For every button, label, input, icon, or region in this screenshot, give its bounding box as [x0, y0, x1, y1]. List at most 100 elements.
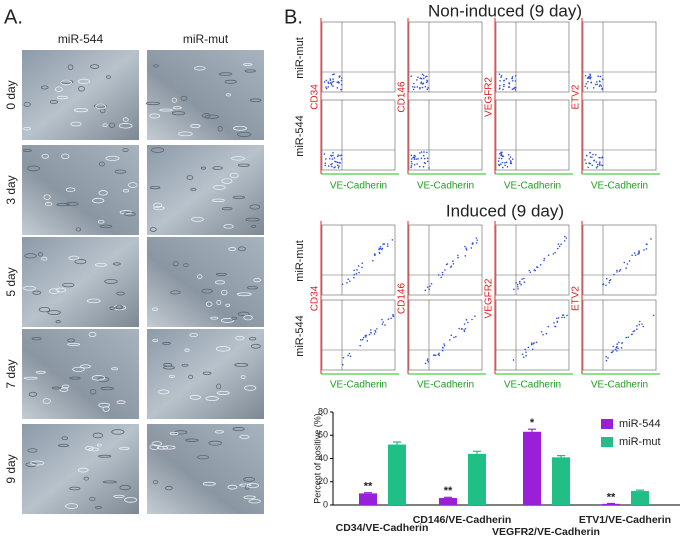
event-dot: [592, 87, 595, 89]
event-dot: [324, 164, 327, 167]
cell: [245, 217, 260, 222]
event-dot: [463, 323, 466, 325]
event-dot: [585, 162, 587, 165]
y-tick-label: 80: [318, 406, 328, 416]
cell: [237, 311, 250, 317]
cell: [246, 285, 258, 290]
event-dot: [336, 155, 339, 158]
micrograph: [22, 329, 139, 419]
event-dot: [419, 152, 421, 154]
event-dot: [589, 77, 592, 80]
event-dot: [475, 242, 478, 244]
event-dot: [516, 283, 519, 286]
event-dot: [330, 82, 333, 85]
event-dot: [379, 247, 382, 250]
event-dot: [426, 157, 429, 160]
event-dot: [429, 285, 431, 287]
event-dot: [500, 163, 502, 166]
cell: [227, 484, 238, 490]
cell: [231, 316, 237, 320]
event-dot: [625, 336, 627, 339]
cell: [41, 256, 48, 261]
event-dot: [368, 333, 371, 336]
cell: [47, 310, 61, 315]
event-dot: [410, 164, 413, 167]
event-dot: [615, 346, 618, 349]
event-dot: [561, 314, 564, 316]
event-dot: [328, 157, 331, 160]
cell: [95, 506, 102, 509]
event-dot: [605, 284, 607, 287]
event-dot: [585, 154, 588, 157]
cell: [43, 194, 51, 200]
cell: [59, 387, 69, 392]
event-dot: [625, 267, 627, 269]
event-dot: [391, 239, 394, 241]
event-dot: [422, 74, 425, 77]
event-dot: [515, 282, 517, 284]
event-dot: [507, 154, 510, 156]
event-dot: [601, 164, 604, 167]
event-dot: [589, 151, 591, 154]
cell: [97, 220, 105, 224]
cell: [61, 153, 70, 160]
cell: [62, 282, 75, 288]
event-dot: [563, 240, 566, 242]
event-dot: [504, 164, 506, 167]
event-dot: [498, 164, 501, 167]
event-dot: [650, 238, 652, 240]
cell: [92, 432, 104, 439]
event-dot: [523, 277, 525, 280]
event-dot: [426, 359, 429, 362]
event-dot: [442, 347, 444, 349]
x-marker-label: VE-Cadherin: [591, 181, 648, 192]
event-dot: [584, 74, 587, 77]
event-dot: [337, 167, 340, 169]
cell: [86, 298, 101, 304]
event-dot: [598, 164, 601, 166]
event-dot: [556, 247, 559, 250]
cell: [172, 261, 179, 267]
event-dot: [639, 320, 641, 323]
cell: [210, 316, 219, 320]
event-dot: [465, 319, 468, 321]
event-dot: [512, 87, 515, 90]
event-dot: [362, 336, 365, 339]
flow-plot: [408, 224, 483, 296]
event-dot: [444, 269, 446, 271]
event-dot: [418, 165, 421, 168]
event-dot: [511, 76, 514, 78]
cell: [157, 389, 170, 395]
event-dot: [387, 318, 390, 320]
cell: [200, 166, 207, 170]
cell: [202, 113, 211, 119]
event-dot: [455, 335, 457, 338]
cell: [224, 79, 237, 84]
event-dot: [502, 88, 504, 91]
event-dot: [609, 278, 612, 281]
event-dot: [499, 84, 501, 87]
cell: [253, 277, 261, 283]
event-dot: [339, 75, 341, 77]
event-dot: [618, 270, 621, 272]
event-dot: [392, 315, 394, 317]
event-dot: [502, 166, 504, 169]
cell: [97, 376, 109, 383]
cell: [69, 376, 81, 380]
cell: [69, 486, 81, 491]
event-dot: [336, 87, 339, 89]
event-dot: [353, 269, 356, 272]
cell: [75, 227, 82, 232]
cell: [197, 455, 210, 460]
event-dot: [599, 84, 601, 86]
cell: [77, 78, 91, 84]
event-dot: [324, 162, 327, 164]
event-dot: [617, 347, 619, 350]
event-dot: [528, 269, 531, 272]
event-dot: [353, 276, 355, 279]
event-dot: [638, 250, 640, 252]
event-dot: [421, 86, 424, 89]
marker-label: CD146: [397, 283, 408, 315]
significance: **: [607, 491, 616, 503]
cell: [214, 280, 226, 285]
